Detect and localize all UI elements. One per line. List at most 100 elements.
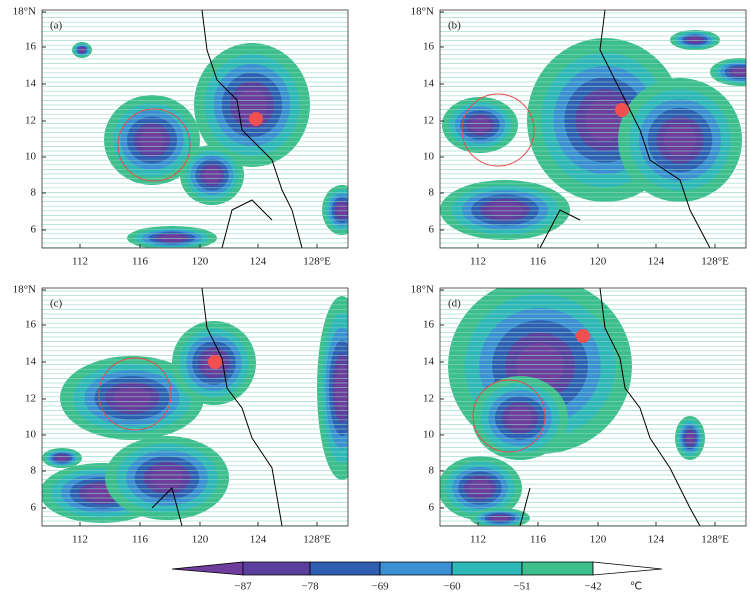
cloud-region bbox=[469, 479, 491, 497]
colorbar-tick-label: −42 bbox=[584, 581, 601, 593]
cloud-region bbox=[335, 364, 348, 412]
storm-circle bbox=[472, 379, 546, 453]
lon-tick-label: 116 bbox=[132, 256, 149, 268]
map-panel: (a) 18°N 16 14 12 10 8 6 112 116 120 124 128°E bbox=[13, 6, 349, 268]
map-panel: (b) 18°N 16 14 12 10 8 6 112 116 120 124 128°E bbox=[411, 6, 747, 268]
map-area bbox=[42, 10, 348, 248]
coastline bbox=[519, 288, 701, 526]
lon-tick-label: 128°E bbox=[303, 534, 331, 546]
lon-tick-label: 120 bbox=[192, 256, 209, 268]
lon-tick-label: 128°E bbox=[303, 256, 331, 268]
storm-circle bbox=[117, 108, 191, 182]
storm-center bbox=[249, 112, 263, 126]
lat-tick-label: 14 bbox=[423, 78, 435, 90]
lon-tick-label: 120 bbox=[192, 534, 209, 546]
colorbar-segment bbox=[521, 561, 594, 576]
lat-tick-label: 8 bbox=[429, 187, 435, 199]
lat-tick-label: 16 bbox=[423, 41, 435, 53]
storm-center bbox=[208, 355, 222, 369]
lat-tick-label: 16 bbox=[25, 319, 37, 331]
panel-label: (d) bbox=[448, 298, 461, 310]
colorbar-tick-label: −87 bbox=[234, 581, 252, 593]
lat-tick-label: 16 bbox=[25, 41, 37, 53]
lat-tick-label: 6 bbox=[31, 502, 37, 514]
colorbar-tick-label: −60 bbox=[443, 581, 461, 593]
colorbar-segment bbox=[171, 561, 244, 576]
lat-tick-label: 18°N bbox=[13, 284, 36, 296]
lon-tick-label: 116 bbox=[530, 256, 547, 268]
map-panel: (c) 18°N 16 14 12 10 8 6 112 116 120 124 128°E bbox=[13, 284, 349, 546]
lon-tick-label: 120 bbox=[590, 534, 607, 546]
lon-tick-label: 124 bbox=[648, 256, 665, 268]
colorbar-segment bbox=[242, 561, 311, 576]
coastline bbox=[539, 10, 711, 248]
lon-tick-label: 112 bbox=[72, 256, 88, 268]
lon-tick-label: 112 bbox=[470, 256, 486, 268]
lat-tick-label: 16 bbox=[423, 319, 435, 331]
colorbar-unit: ℃ bbox=[630, 581, 642, 593]
lon-tick-label: 128°E bbox=[701, 534, 729, 546]
lat-tick-label: 10 bbox=[25, 151, 37, 163]
lon-tick-label: 124 bbox=[250, 534, 267, 546]
lat-tick-label: 12 bbox=[423, 393, 434, 405]
colorbar-tick-label: −69 bbox=[371, 581, 389, 593]
colorbar: −87 −78 −69 −60 −51 −42 ℃ bbox=[171, 561, 663, 593]
colorbar-tick-label: −78 bbox=[301, 581, 319, 593]
lon-tick-label: 116 bbox=[132, 534, 149, 546]
lat-tick-label: 6 bbox=[31, 224, 37, 236]
lat-tick-label: 10 bbox=[423, 429, 435, 441]
lat-tick-label: 18°N bbox=[13, 6, 36, 18]
cloud-region bbox=[663, 123, 697, 157]
lat-tick-label: 18°N bbox=[411, 284, 434, 296]
coastline bbox=[201, 10, 303, 248]
panel-label: (b) bbox=[448, 20, 461, 32]
cloud-region bbox=[113, 387, 151, 409]
panel-frame bbox=[439, 287, 747, 527]
panel-frame bbox=[41, 9, 349, 249]
lon-tick-label: 112 bbox=[470, 534, 486, 546]
colorbar-segment bbox=[592, 561, 663, 576]
colorbar-segment bbox=[451, 561, 523, 576]
colorbar-tick-label: −51 bbox=[513, 581, 530, 593]
lat-tick-label: 14 bbox=[423, 356, 435, 368]
lon-tick-label: 128°E bbox=[701, 256, 729, 268]
cloud-region bbox=[160, 234, 184, 242]
lat-tick-label: 14 bbox=[25, 78, 37, 90]
lat-tick-label: 10 bbox=[423, 151, 435, 163]
lat-tick-label: 10 bbox=[25, 429, 37, 441]
storm-circle bbox=[98, 357, 172, 431]
cloud-region bbox=[688, 37, 702, 43]
storm-center bbox=[576, 329, 590, 343]
colorbar-segment bbox=[309, 561, 381, 576]
cloud-region bbox=[56, 455, 68, 461]
lat-tick-label: 12 bbox=[423, 115, 434, 127]
cloud-region bbox=[470, 117, 490, 133]
cloud-region bbox=[150, 467, 184, 489]
storm-circle bbox=[461, 93, 535, 167]
cloud-region bbox=[732, 68, 746, 76]
cloud-region bbox=[507, 407, 533, 429]
colorbar-segment bbox=[379, 561, 453, 576]
coastline bbox=[151, 288, 283, 526]
lat-tick-label: 12 bbox=[25, 115, 36, 127]
lon-tick-label: 112 bbox=[72, 534, 88, 546]
lat-tick-label: 14 bbox=[25, 356, 37, 368]
map-panel: (d) 18°N 16 14 12 10 8 6 112 116 120 124 128°E bbox=[411, 284, 747, 546]
cloud-region bbox=[336, 203, 348, 217]
panel-frame bbox=[439, 9, 747, 249]
cloud-region bbox=[139, 128, 165, 152]
panel-label: (c) bbox=[50, 298, 63, 310]
panel-frame bbox=[41, 287, 349, 527]
map-area bbox=[440, 288, 746, 526]
panel-label: (a) bbox=[50, 20, 63, 32]
lat-tick-label: 6 bbox=[429, 502, 435, 514]
map-area bbox=[440, 10, 746, 248]
lon-tick-label: 124 bbox=[648, 534, 665, 546]
lon-tick-label: 120 bbox=[590, 256, 607, 268]
storm-center bbox=[615, 103, 629, 117]
lat-tick-label: 18°N bbox=[411, 6, 434, 18]
lat-tick-label: 8 bbox=[429, 465, 435, 477]
lon-tick-label: 124 bbox=[250, 256, 267, 268]
lon-tick-label: 116 bbox=[530, 534, 547, 546]
